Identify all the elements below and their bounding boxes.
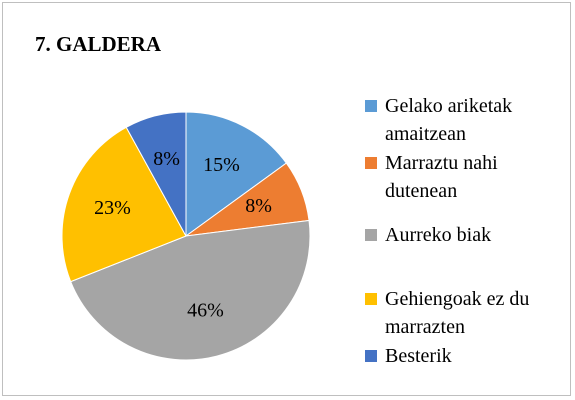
pie-slice [61,126,187,283]
legend-item: Gehiengoak ez du marrazten [365,285,555,341]
legend-label: Marraztu nahi dutenean [385,152,498,202]
data-label: 8% [153,148,180,170]
chart-title: 7. GALDERA [35,32,162,56]
legend-item: Gelako ariketak amaitzean [365,92,555,148]
data-label: 23% [94,197,131,219]
legend-swatch [365,157,377,169]
pie-slice [70,219,311,361]
legend-label: Gehiengoak ez du marrazten [385,288,530,338]
legend-label: Besterik [385,345,452,367]
data-label: 15% [203,154,240,176]
legend-item: Marraztu nahi dutenean [365,149,555,205]
chart-border [2,2,571,396]
legend-item: Besterik [365,342,555,370]
legend-swatch [365,229,377,241]
legend-label: Aurreko biak [385,224,492,246]
data-label: 8% [245,195,272,217]
data-label: 46% [187,299,224,321]
pie-slice [185,111,288,237]
legend-item: Aurreko biak [365,221,555,249]
legend-swatch [365,293,377,305]
legend-label: Gelako ariketak amaitzean [385,95,513,145]
legend-swatch [365,100,377,112]
legend-swatch [365,350,377,362]
pie-slice [125,111,187,237]
